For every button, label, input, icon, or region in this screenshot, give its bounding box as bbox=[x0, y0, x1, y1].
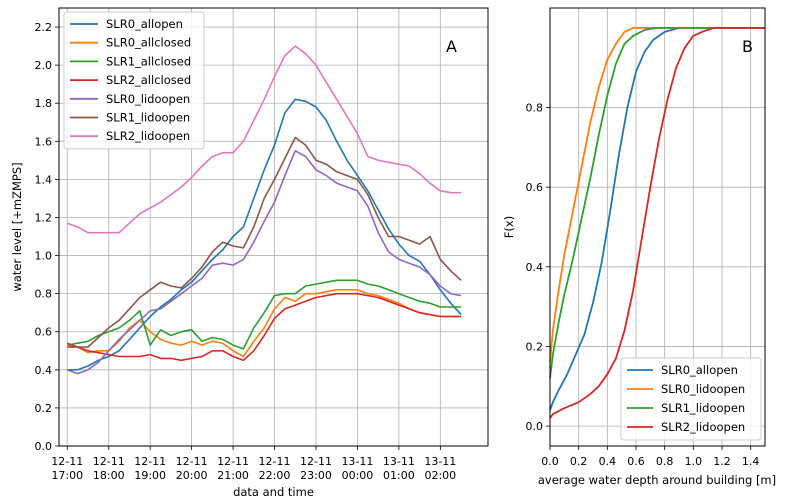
legend-label-SLR1_lidoopen: SLR1_lidoopen bbox=[106, 111, 190, 125]
y-tick-label: 0.0 bbox=[35, 440, 53, 453]
x-tick-label: 1.4 bbox=[742, 455, 760, 468]
y-tick-label: 0.8 bbox=[526, 102, 544, 115]
y-tick-label: 0.4 bbox=[35, 364, 53, 377]
x-tick-time: 18:00 bbox=[93, 469, 125, 482]
legend-label-SLR2_lidoopen: SLR2_lidoopen bbox=[661, 420, 745, 434]
x-tick-time: 20:00 bbox=[176, 469, 208, 482]
x-tick-label: 0.0 bbox=[541, 455, 559, 468]
y-tick-label: 0.6 bbox=[526, 181, 544, 194]
x-tick-date: 13-11 bbox=[341, 455, 373, 468]
x-tick-time: 22:00 bbox=[259, 469, 291, 482]
x-tick-date: 13-11 bbox=[383, 455, 415, 468]
y-tick-label: 0.2 bbox=[35, 402, 53, 415]
plot-frame bbox=[58, 7, 489, 447]
y-axis-label: F(x) bbox=[502, 216, 516, 238]
plot-frame bbox=[549, 7, 766, 447]
x-tick-time: 00:00 bbox=[342, 469, 374, 482]
x-tick-date: 12-11 bbox=[259, 455, 291, 468]
y-tick-label: 1.0 bbox=[35, 250, 53, 263]
panel-label-a: A bbox=[446, 37, 457, 56]
legend-label-SLR0_lidoopen: SLR0_lidoopen bbox=[661, 382, 745, 396]
series-line-SLR1_lidoopen bbox=[67, 136, 462, 348]
series-line-SLR0_lidoopen bbox=[67, 150, 462, 375]
y-tick-label: 0.8 bbox=[35, 288, 53, 301]
x-tick-label: 0.8 bbox=[656, 455, 674, 468]
x-tick-date: 12-11 bbox=[217, 455, 249, 468]
x-tick-time: 21:00 bbox=[217, 469, 249, 482]
y-tick-label: 0.6 bbox=[35, 326, 53, 339]
x-tick-label: 0.2 bbox=[570, 455, 588, 468]
legend-label-SLR2_allclosed: SLR2_allclosed bbox=[106, 73, 191, 87]
x-axis-label: data and time bbox=[233, 485, 314, 499]
series-line-SLR1_allclosed bbox=[67, 279, 462, 350]
legend-box bbox=[63, 11, 205, 150]
x-axis-label: average water depth around building [m] bbox=[538, 473, 776, 487]
legend-label-SLR2_lidoopen: SLR2_lidoopen bbox=[106, 129, 190, 143]
y-tick-label: 2.0 bbox=[35, 59, 53, 72]
x-tick-date: 13-11 bbox=[424, 455, 456, 468]
panel-label-b: B bbox=[742, 37, 753, 56]
x-tick-date: 12-11 bbox=[176, 455, 208, 468]
x-tick-time: 23:00 bbox=[300, 469, 332, 482]
cdf-chart: 0.0 0.2 0.4 0.6 0.8 0.0 0.2 0.4 0.6 0.8 1.0 1.2 1.4 a… bbox=[502, 7, 776, 487]
series-line-SLR2_lidoopen bbox=[67, 45, 462, 234]
legend-label-SLR0_lidoopen: SLR0_lidoopen bbox=[106, 92, 190, 106]
legend-box bbox=[620, 357, 762, 441]
y-tick-label: 1.4 bbox=[35, 173, 53, 186]
x-tick-time: 02:00 bbox=[424, 469, 456, 482]
series-line-SLR0_allopen bbox=[67, 98, 462, 371]
x-tick-time: 17:00 bbox=[51, 469, 83, 482]
y-tick-label: 1.8 bbox=[35, 97, 53, 110]
series-line-SLR1_lidoopen bbox=[549, 26, 765, 379]
x-tick-time: 19:00 bbox=[134, 469, 166, 482]
x-tick-label: 0.4 bbox=[599, 455, 617, 468]
x-tick-date: 12-11 bbox=[93, 455, 125, 468]
y-axis-label: water level [+mZMPS] bbox=[10, 162, 24, 291]
y-tick-label: 1.6 bbox=[35, 135, 53, 148]
y-tick-label: 2.2 bbox=[35, 21, 53, 34]
x-tick-label: 1.2 bbox=[713, 455, 731, 468]
y-tick-label: 0.4 bbox=[526, 261, 544, 274]
legend-label-SLR0_allopen: SLR0_allopen bbox=[661, 363, 738, 377]
y-tick-label: 0.0 bbox=[526, 420, 544, 433]
x-tick-date: 12-11 bbox=[51, 455, 83, 468]
y-tick-label: 1.2 bbox=[35, 211, 53, 224]
x-tick-date: 12-11 bbox=[300, 455, 332, 468]
series-line-SLR2_lidoopen bbox=[549, 26, 765, 419]
x-tick-label: 0.6 bbox=[627, 455, 645, 468]
y-tick-label: 0.2 bbox=[526, 340, 544, 353]
series-line-SLR0_allclosed bbox=[67, 288, 462, 358]
legend-label-SLR1_lidoopen: SLR1_lidoopen bbox=[661, 401, 745, 415]
water-level-chart: 0.0 0.2 0.4 0.6 0.8 1.0 1.2 1.4 1.6 1.8 2.0 2.2 12-1… bbox=[10, 7, 489, 499]
x-tick-date: 12-11 bbox=[134, 455, 166, 468]
series-line-SLR2_allclosed bbox=[67, 292, 462, 362]
legend-label-SLR1_allclosed: SLR1_allclosed bbox=[106, 54, 191, 68]
legend-label-SLR0_allclosed: SLR0_allclosed bbox=[106, 36, 191, 50]
legend-label-SLR0_allopen: SLR0_allopen bbox=[106, 17, 183, 31]
x-tick-time: 01:00 bbox=[383, 469, 415, 482]
x-tick-label: 1.0 bbox=[685, 455, 703, 468]
series-line-SLR0_lidoopen bbox=[549, 26, 765, 363]
